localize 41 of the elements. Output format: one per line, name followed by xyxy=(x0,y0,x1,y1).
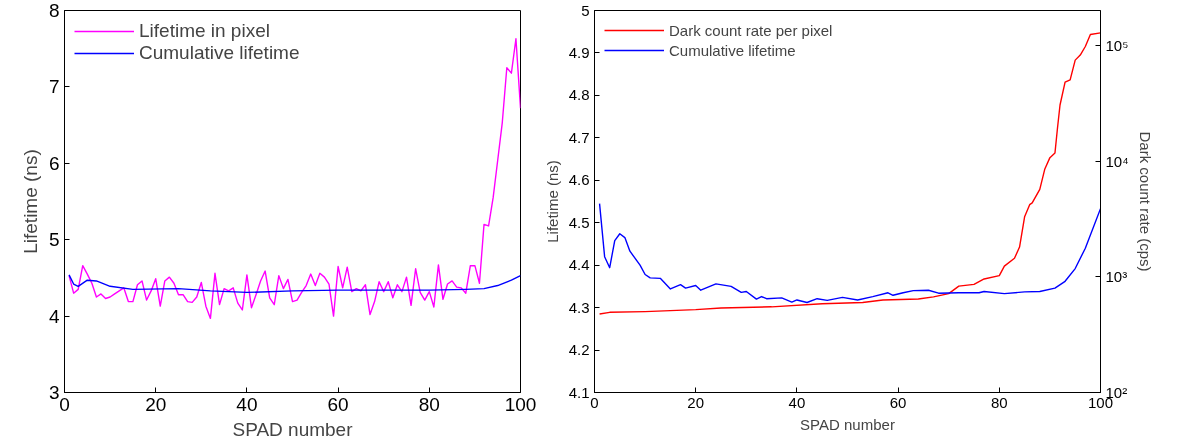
y-tick-label: 4.2 xyxy=(568,341,590,359)
y-tick-label: 7 xyxy=(48,76,60,98)
x-tick-label: 20 xyxy=(145,393,167,415)
legend-label: Lifetime in pixel xyxy=(139,20,270,42)
x-tick-label: 0 xyxy=(59,393,70,415)
y-tick-label: 6 xyxy=(48,152,60,174)
line-series xyxy=(598,202,1101,304)
x-tick-label: 40 xyxy=(236,393,258,415)
legend-label: Cumulative lifetime xyxy=(669,41,796,59)
x-tick-label: 60 xyxy=(327,393,349,415)
x-tick-label: 80 xyxy=(418,393,440,415)
x-tick-label: 80 xyxy=(990,393,1008,411)
x-tick-label: 0 xyxy=(590,393,599,411)
y-tick-label: 4 xyxy=(48,305,60,327)
y-tick-label: 4.1 xyxy=(568,383,590,401)
x-tick-label: 40 xyxy=(788,393,806,411)
x-tick-label: 60 xyxy=(889,393,907,411)
y-tick-label: 4.6 xyxy=(568,171,590,189)
y-tick-label: 4.7 xyxy=(568,128,590,146)
x-axis-title: SPAD number xyxy=(232,418,354,440)
x-tick-label: 20 xyxy=(687,393,705,411)
y-axis-title: Lifetime (ns) xyxy=(19,149,41,254)
y2-tick-label: 10⁵ xyxy=(1105,36,1129,54)
y-tick-label: 3 xyxy=(48,382,60,403)
y-axis-title: Lifetime (ns) xyxy=(543,160,561,243)
y-tick-label: 8 xyxy=(48,0,60,21)
y-tick-label: 4.3 xyxy=(568,298,590,316)
legend-label: Cumulative lifetime xyxy=(139,42,300,64)
y-tick-label: 5 xyxy=(48,229,60,251)
x-tick-label: 100 xyxy=(504,393,537,415)
line-series xyxy=(68,274,521,294)
y2-axis-title: Dark count rate (cps) xyxy=(1136,131,1154,272)
y-tick-label: 4.9 xyxy=(568,43,590,61)
y-tick-label: 4.5 xyxy=(568,213,590,231)
y2-tick-label: 10³ xyxy=(1105,268,1128,286)
x-axis-title: SPAD number xyxy=(800,415,895,433)
y-tick-label: 5 xyxy=(581,1,590,19)
y2-tick-label: 10⁴ xyxy=(1105,152,1129,170)
legend-label: Dark count rate per pixel xyxy=(669,21,833,39)
y-tick-label: 4.4 xyxy=(568,256,590,274)
y-tick-label: 4.8 xyxy=(568,86,590,104)
